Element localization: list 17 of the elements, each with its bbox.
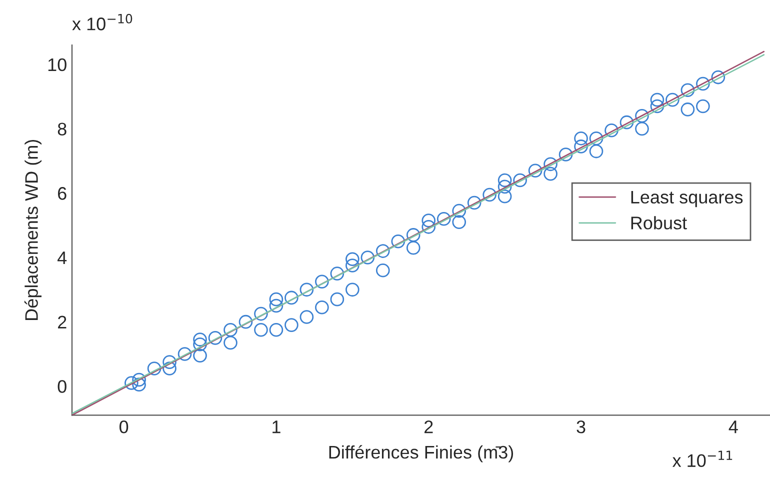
y-tick-label: 6	[58, 187, 66, 200]
x-tick-label: 2	[424, 420, 433, 434]
x-tick-label: 3	[576, 420, 586, 434]
x-tick-label: 1	[272, 420, 280, 434]
text: x 10$^{−10}$	[72, 14, 132, 30]
x-axis-title: Différences Finies (m̄3)	[329, 445, 514, 462]
legend-label: Least squares	[631, 190, 743, 208]
x-tick-label: 4	[728, 420, 738, 434]
text: x 10$^{−11}$	[672, 450, 732, 468]
x-tick-label: 0	[119, 420, 128, 434]
y-tick-label: 2	[58, 316, 66, 328]
y-axis-title: Déplacements WD (m)	[24, 140, 42, 320]
legend-label: Robust	[631, 216, 687, 230]
y-tick-label: 0	[58, 380, 66, 393]
y-tick-label: 4	[58, 252, 67, 264]
y-tick-label: 8	[58, 122, 66, 136]
y-tick-label: 10	[48, 58, 66, 72]
